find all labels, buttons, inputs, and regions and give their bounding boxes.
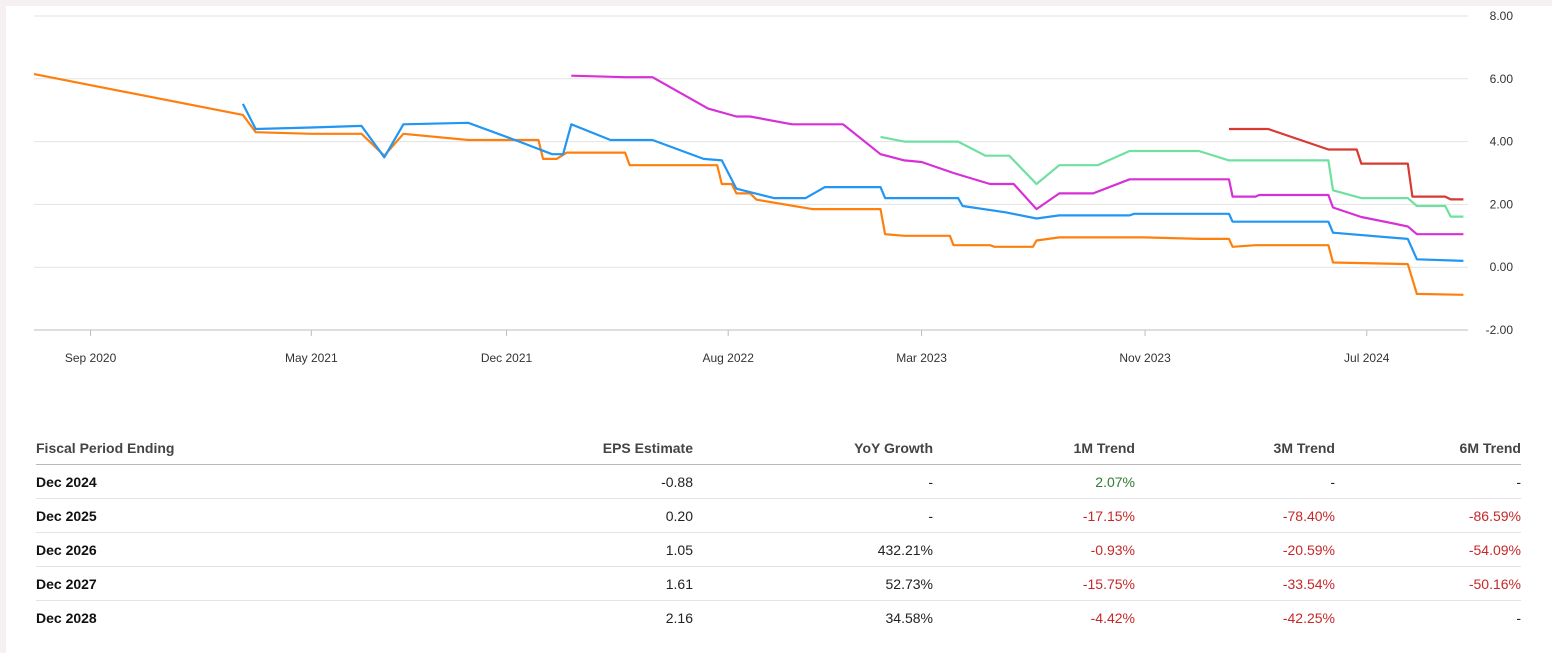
x-tick-label: Mar 2023: [896, 351, 947, 365]
header-fiscal-period: Fiscal Period Ending: [36, 432, 336, 465]
table-row: Dec 2027 1.61 52.73% -15.75% -33.54% -50…: [36, 566, 1521, 601]
cell-1m-trend: -0.93%: [933, 532, 1135, 567]
series-line-4: [880, 135, 1464, 218]
cell-eps: 1.61: [336, 566, 693, 601]
cell-period: Dec 2027: [36, 566, 336, 601]
cell-6m-trend: -: [1516, 609, 1521, 626]
cell-6m-trend: -50.16%: [1335, 566, 1521, 601]
cell-3m-trend: -78.40%: [1135, 498, 1335, 533]
series-lines: [33, 73, 1464, 296]
cell-period: Dec 2025: [36, 498, 336, 533]
x-tick-label: Aug 2022: [702, 351, 754, 365]
table-row: Dec 2025 0.20 - -17.15% -78.40% -86.59%: [36, 498, 1521, 533]
x-tick-label: May 2021: [285, 351, 338, 365]
x-tick-label: Nov 2023: [1119, 351, 1171, 365]
y-tick-label: 0.00: [1490, 260, 1514, 274]
eps-estimates-panel: 8.00 6.00 4.00 2.00 0.00 -2.00 Sep 2020 May 20…: [6, 6, 1552, 653]
cell-period: Dec 2028: [36, 609, 97, 626]
header-3m-trend: 3M Trend: [1135, 432, 1335, 465]
table-row: Dec 2028 2.16 34.58% -4.42% -42.25% -: [36, 601, 1521, 635]
eps-estimates-table: Fiscal Period Ending EPS Estimate YoY Gr…: [36, 432, 1521, 634]
cell-3m-trend: -: [1135, 464, 1335, 499]
eps-estimate-chart: 8.00 6.00 4.00 2.00 0.00 -2.00 Sep 2020 May 20…: [33, 9, 1514, 365]
x-tick-label: Jul 2024: [1344, 351, 1390, 365]
x-tick-label: Dec 2021: [481, 351, 533, 365]
cell-1m-trend: -4.42%: [1090, 609, 1135, 626]
gridlines: [34, 15, 1468, 331]
header-eps-estimate: EPS Estimate: [336, 432, 693, 465]
cell-yoy: 34.58%: [885, 609, 933, 626]
header-1m-trend: 1M Trend: [933, 432, 1135, 465]
series-line-3: [571, 74, 1464, 236]
cell-eps: 1.05: [336, 532, 693, 567]
header-yoy-growth: YoY Growth: [693, 432, 933, 465]
cell-yoy: 52.73%: [693, 566, 933, 601]
cell-1m-trend: -15.75%: [933, 566, 1135, 601]
cell-eps: 2.16: [665, 609, 693, 626]
y-tick-label: 6.00: [1490, 72, 1514, 86]
series-line-1: [33, 73, 1464, 296]
cell-yoy: -: [693, 498, 933, 533]
y-tick-label: 8.00: [1490, 9, 1514, 23]
cell-3m-trend: -20.59%: [1135, 532, 1335, 567]
cell-eps: -0.88: [336, 464, 693, 499]
cell-6m-trend: -86.59%: [1335, 498, 1521, 533]
header-6m-trend: 6M Trend: [1335, 432, 1521, 465]
table-row: Dec 2024 -0.88 - 2.07% - -: [36, 464, 1521, 499]
cell-yoy: 432.21%: [693, 532, 933, 567]
cell-period: Dec 2026: [36, 532, 336, 567]
x-axis-ticks: Sep 2020 May 2021 Dec 2021 Aug 2022 Mar 2023…: [65, 330, 1390, 365]
cell-period: Dec 2024: [36, 464, 336, 499]
x-tick-label: Sep 2020: [65, 351, 117, 365]
cell-1m-trend: -17.15%: [933, 498, 1135, 533]
y-tick-label: -2.00: [1486, 323, 1514, 337]
table-header-row: Fiscal Period Ending EPS Estimate YoY Gr…: [36, 432, 1521, 465]
series-line-2: [241, 103, 1464, 262]
cell-yoy: -: [693, 464, 933, 499]
cell-eps: 0.20: [336, 498, 693, 533]
cell-3m-trend: -42.25%: [1282, 609, 1335, 626]
y-tick-label: 4.00: [1490, 135, 1514, 149]
cell-6m-trend: -: [1335, 464, 1521, 499]
y-tick-label: 2.00: [1490, 197, 1514, 211]
table-row: Dec 2026 1.05 432.21% -0.93% -20.59% -54…: [36, 532, 1521, 567]
series-line-5: [1229, 127, 1464, 201]
cell-1m-trend: 2.07%: [933, 464, 1135, 499]
y-axis-ticks: 8.00 6.00 4.00 2.00 0.00 -2.00: [1486, 9, 1514, 337]
cell-6m-trend: -54.09%: [1335, 532, 1521, 567]
cell-3m-trend: -33.54%: [1135, 566, 1335, 601]
